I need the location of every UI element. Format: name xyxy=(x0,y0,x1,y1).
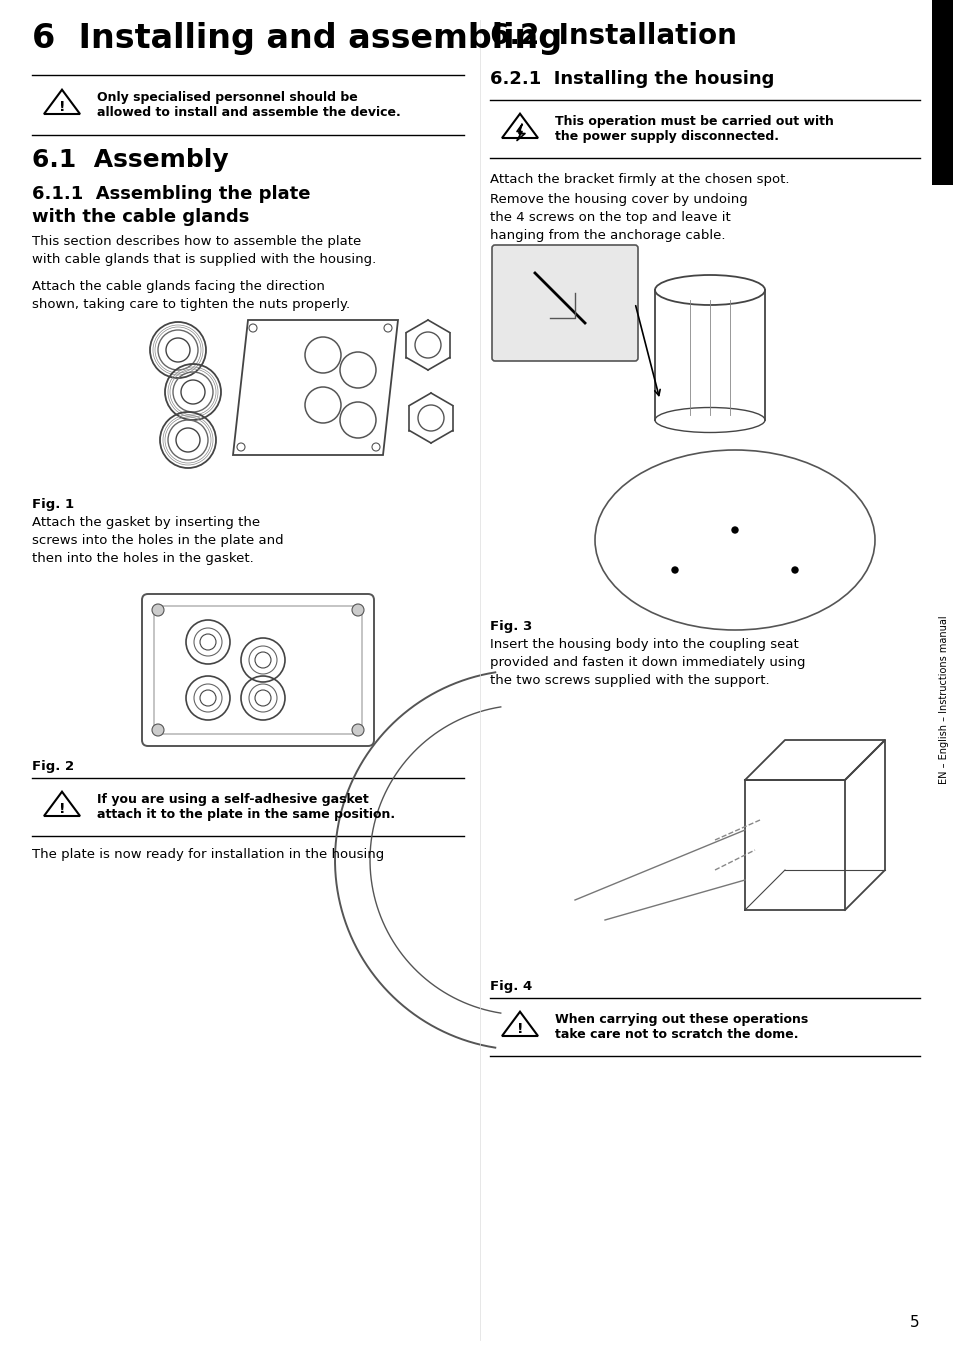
Text: 6  Installing and assembling: 6 Installing and assembling xyxy=(32,22,561,56)
Text: !: ! xyxy=(517,1022,522,1036)
Text: !: ! xyxy=(59,100,65,114)
Text: Attach the gasket by inserting the
screws into the holes in the plate and
then i: Attach the gasket by inserting the screw… xyxy=(32,516,283,565)
Text: Remove the housing cover by undoing
the 4 screws on the top and leave it
hanging: Remove the housing cover by undoing the … xyxy=(490,194,747,242)
Text: Fig. 1: Fig. 1 xyxy=(32,498,74,510)
Circle shape xyxy=(152,604,164,616)
Circle shape xyxy=(352,724,364,737)
Text: Only specialised personnel should be: Only specialised personnel should be xyxy=(97,91,357,104)
Text: EN – English – Instructions manual: EN – English – Instructions manual xyxy=(938,616,948,784)
Text: Fig. 2: Fig. 2 xyxy=(32,760,74,773)
Text: This operation must be carried out with: This operation must be carried out with xyxy=(555,115,833,129)
Text: Attach the bracket firmly at the chosen spot.: Attach the bracket firmly at the chosen … xyxy=(490,173,789,185)
Text: 6.2.1  Installing the housing: 6.2.1 Installing the housing xyxy=(490,70,774,88)
Text: If you are using a self-adhesive gasket: If you are using a self-adhesive gasket xyxy=(97,793,369,806)
Text: 6.2  Installation: 6.2 Installation xyxy=(490,22,736,50)
Bar xyxy=(931,0,953,185)
Text: attach it to the plate in the same position.: attach it to the plate in the same posit… xyxy=(97,808,395,821)
Bar xyxy=(932,0,953,185)
Text: 6.1  Assembly: 6.1 Assembly xyxy=(32,148,229,172)
Text: !: ! xyxy=(59,802,65,816)
Circle shape xyxy=(352,604,364,616)
Circle shape xyxy=(152,724,164,737)
Text: Fig. 4: Fig. 4 xyxy=(490,980,532,992)
FancyBboxPatch shape xyxy=(492,245,638,362)
Text: 6.1.1  Assembling the plate
with the cable glands: 6.1.1 Assembling the plate with the cabl… xyxy=(32,185,310,226)
Text: allowed to install and assemble the device.: allowed to install and assemble the devi… xyxy=(97,106,400,119)
Text: When carrying out these operations: When carrying out these operations xyxy=(555,1013,807,1026)
Text: Fig. 3: Fig. 3 xyxy=(490,620,532,634)
Text: This section describes how to assemble the plate
with cable glands that is suppl: This section describes how to assemble t… xyxy=(32,236,375,265)
Circle shape xyxy=(671,567,678,573)
Text: Attach the cable glands facing the direction
shown, taking care to tighten the n: Attach the cable glands facing the direc… xyxy=(32,280,350,311)
Text: Insert the housing body into the coupling seat
provided and fasten it down immed: Insert the housing body into the couplin… xyxy=(490,638,804,686)
Text: The plate is now ready for installation in the housing: The plate is now ready for installation … xyxy=(32,848,384,861)
Text: the power supply disconnected.: the power supply disconnected. xyxy=(555,130,779,144)
Circle shape xyxy=(791,567,797,573)
Circle shape xyxy=(731,527,738,533)
Text: take care not to scratch the dome.: take care not to scratch the dome. xyxy=(555,1028,798,1041)
Text: 5: 5 xyxy=(909,1315,919,1330)
